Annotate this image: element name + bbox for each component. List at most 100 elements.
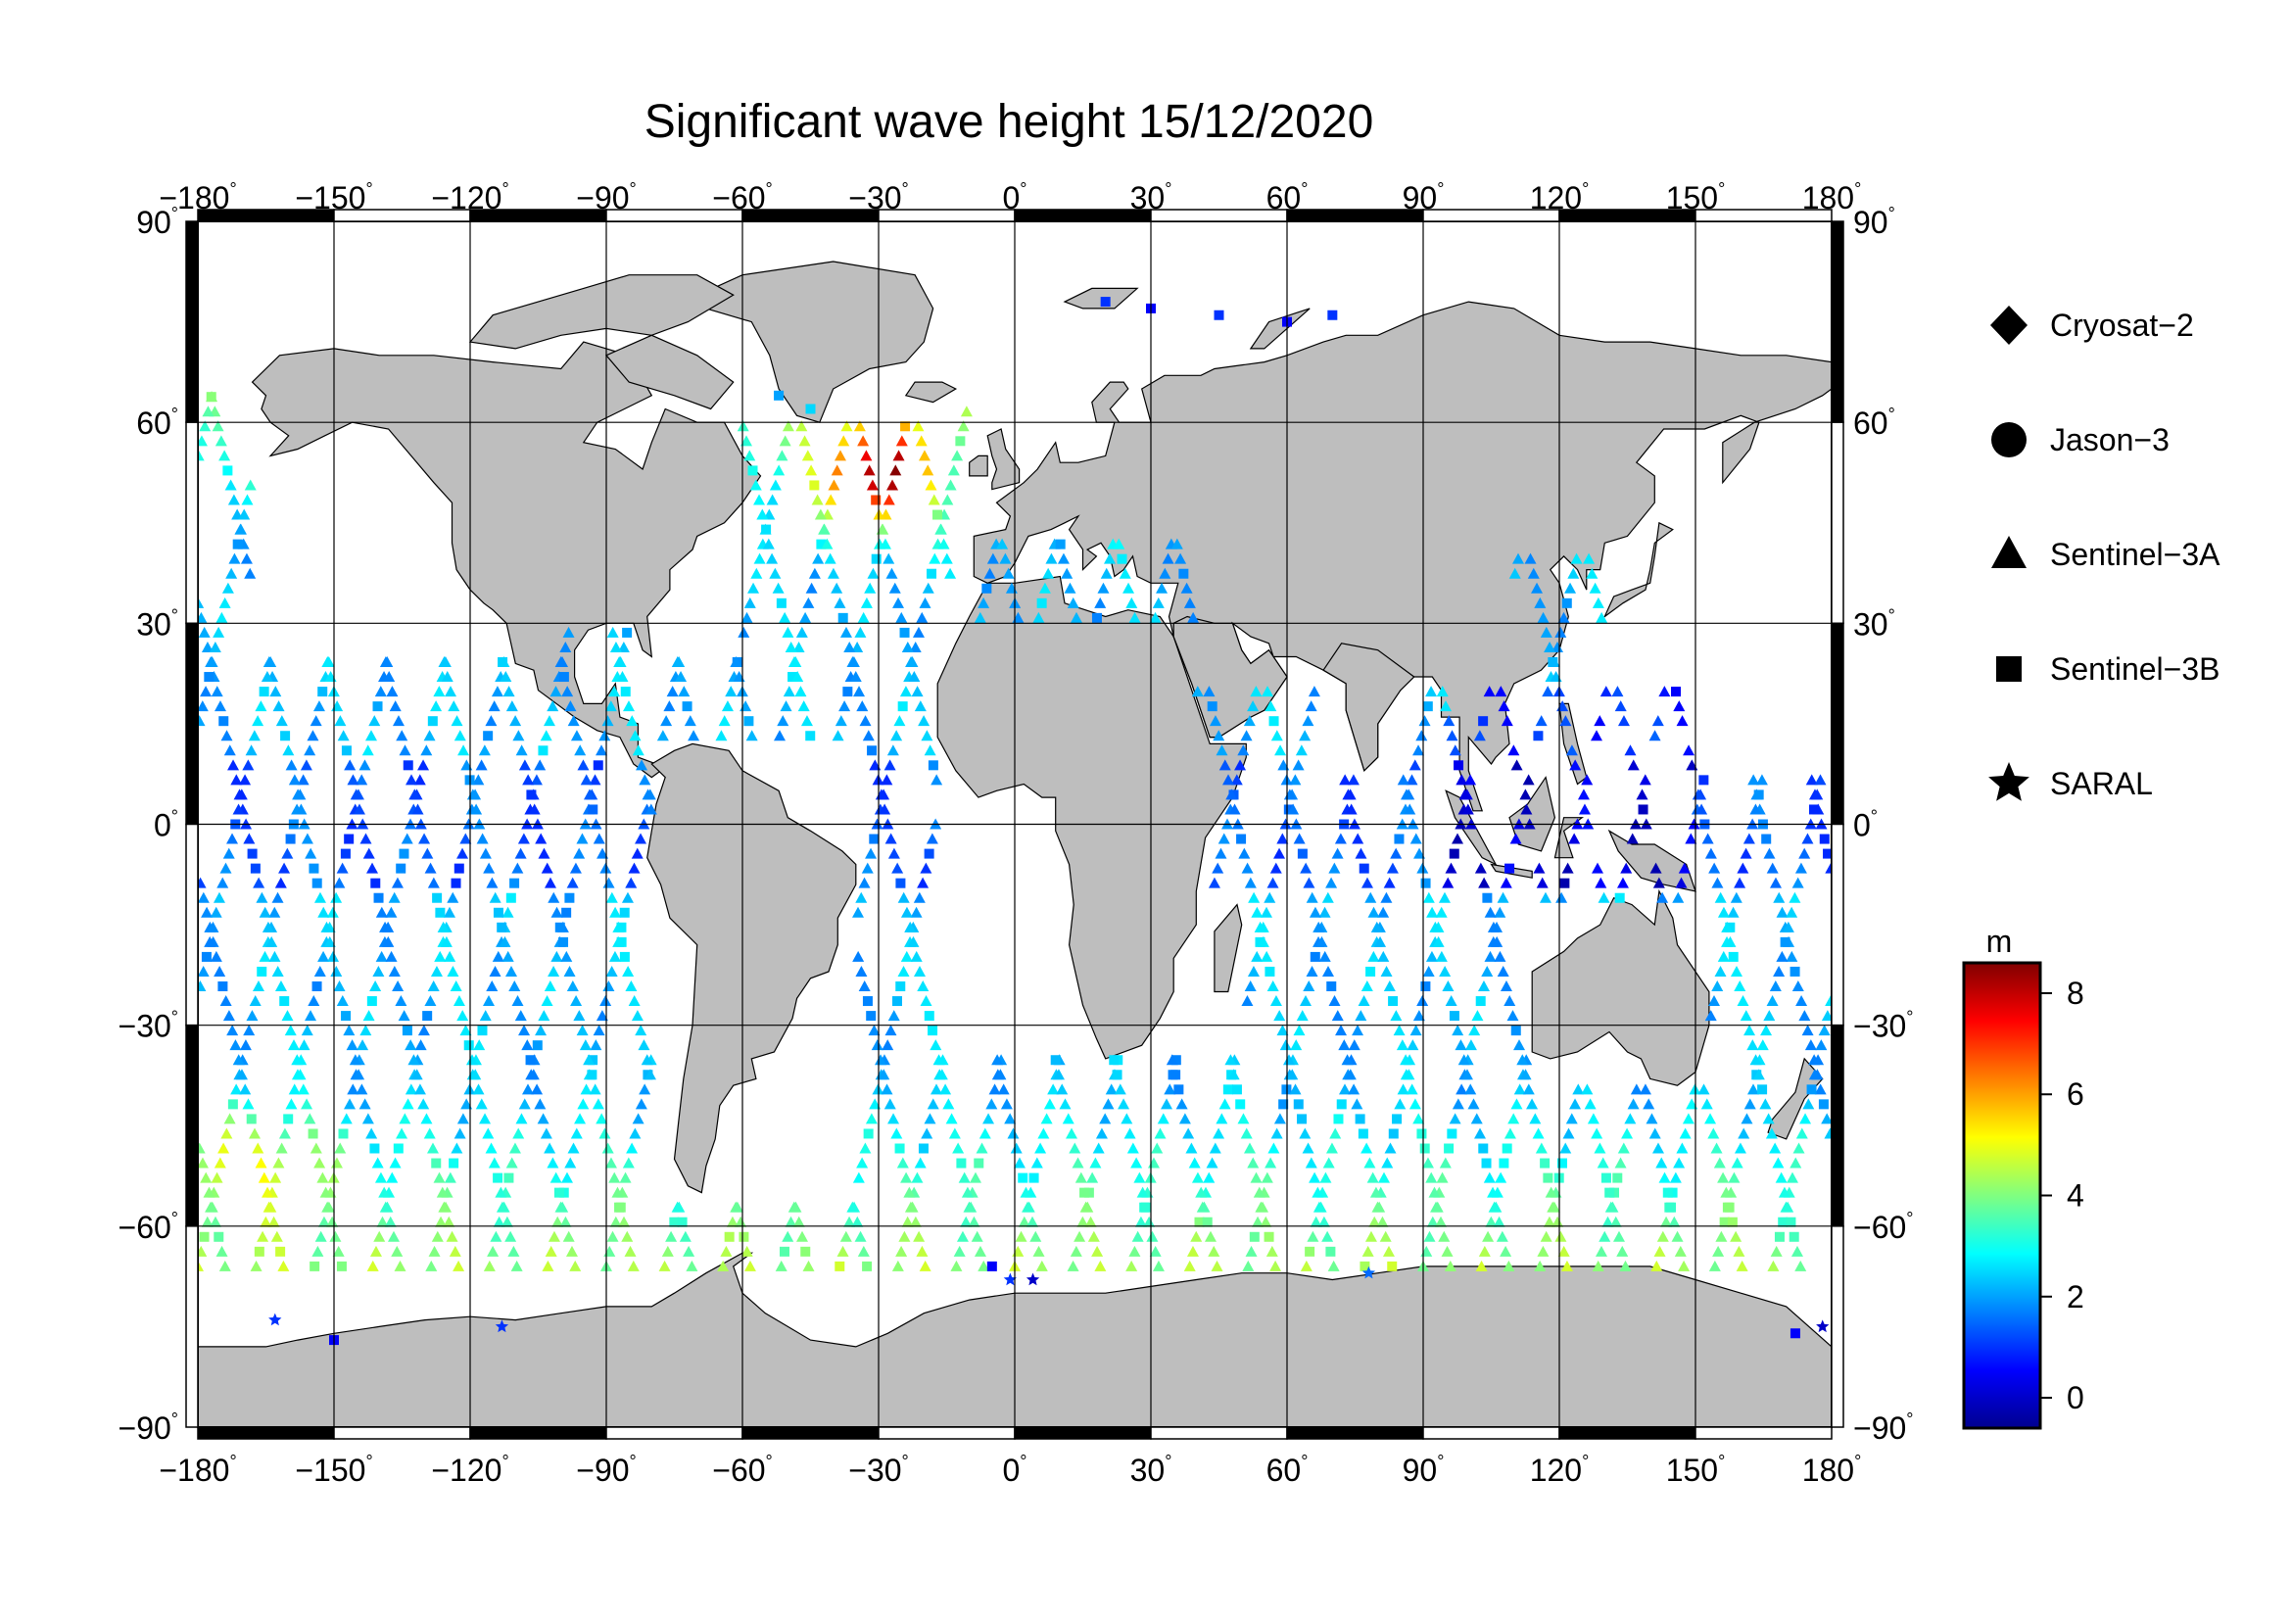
track-point (1638, 804, 1648, 815)
track-point (1741, 1113, 1753, 1124)
track-point (1270, 730, 1283, 741)
track-point (334, 1142, 347, 1154)
track-point (920, 995, 932, 1007)
track-point (1439, 1157, 1452, 1169)
track-point (270, 1230, 283, 1242)
track-point (747, 465, 758, 476)
track-point (1215, 847, 1227, 859)
track-point (999, 552, 1012, 564)
track-point (1118, 1098, 1130, 1110)
track-point (678, 686, 691, 697)
chart-title: Significant wave height 15/12/2020 (644, 96, 1374, 148)
track-point (396, 730, 408, 741)
track-point (756, 508, 769, 520)
track-point (918, 450, 931, 461)
track-point (735, 1216, 747, 1227)
track-point (978, 1260, 990, 1271)
track-point (1310, 1216, 1322, 1227)
track-point (312, 700, 325, 712)
track-point (917, 877, 930, 888)
track-point (1212, 862, 1224, 874)
track-point (576, 1025, 589, 1036)
track-point (1244, 877, 1257, 888)
track-point (1769, 980, 1782, 992)
track-point (1791, 980, 1804, 992)
track-point (1717, 950, 1730, 962)
track-point (577, 759, 590, 771)
track-point (369, 1245, 382, 1257)
track-point (632, 1113, 644, 1124)
track-point (1701, 833, 1714, 844)
track-point (1765, 1127, 1778, 1139)
colorbar-unit: m (1986, 924, 2013, 959)
track-point (1317, 1216, 1330, 1227)
track-point (1595, 1245, 1607, 1257)
track-point (1086, 1171, 1099, 1183)
track-point (1091, 612, 1102, 623)
track-point (958, 1171, 971, 1183)
track-point (821, 538, 834, 549)
latitude-tick-label: 0° (154, 807, 178, 843)
track-point (900, 421, 911, 432)
track-point (1595, 877, 1607, 888)
track-point (406, 774, 418, 786)
track-point (1498, 700, 1510, 712)
track-point (576, 833, 589, 844)
track-point (896, 1157, 909, 1169)
track-point (1421, 1157, 1434, 1169)
track-point (1567, 567, 1580, 579)
legend-label: Jason−3 (2050, 422, 2170, 457)
track-point (1312, 1186, 1324, 1198)
track-point (926, 833, 938, 844)
track-point (1313, 921, 1325, 932)
track-point (1818, 1025, 1831, 1036)
track-point (514, 1010, 527, 1022)
track-point (262, 921, 274, 932)
track-point (1400, 1054, 1412, 1066)
track-point (1373, 1201, 1386, 1213)
track-point (1507, 744, 1520, 756)
track-point (508, 980, 521, 992)
track-point (1510, 1098, 1523, 1110)
track-point (1673, 700, 1686, 712)
track-point (834, 450, 846, 461)
track-point (618, 1216, 631, 1227)
legend-item: Sentinel−3B (1996, 651, 2219, 687)
track-point (227, 759, 240, 771)
track-point (883, 759, 896, 771)
track-point (1504, 863, 1515, 874)
track-point (475, 759, 488, 771)
track-point (1560, 1260, 1573, 1271)
track-point (264, 655, 277, 667)
track-point (532, 1040, 543, 1051)
track-point (1717, 1171, 1730, 1183)
track-point (347, 774, 359, 786)
latitude-tick-label: 0° (1853, 807, 1878, 843)
track-point (1276, 1025, 1289, 1036)
track-point (895, 611, 908, 623)
track-point (1790, 966, 1800, 977)
track-point (1265, 1245, 1278, 1257)
track-point (250, 1260, 263, 1271)
track-point (493, 1172, 503, 1183)
track-point (453, 1127, 466, 1139)
track-point (1519, 788, 1532, 800)
track-point (347, 1083, 359, 1095)
track-point (300, 759, 312, 771)
track-point (1261, 1171, 1273, 1183)
track-point (785, 641, 797, 652)
track-point (1251, 906, 1264, 918)
track-point (1494, 950, 1506, 962)
track-point (1804, 1039, 1817, 1051)
track-point (745, 730, 758, 741)
track-point (1805, 774, 1818, 786)
track-point (427, 716, 438, 727)
colorbar-tick-label: 4 (2067, 1178, 2084, 1214)
track-point (629, 1127, 642, 1139)
track-point (1222, 774, 1235, 786)
track-point (656, 730, 669, 741)
track-point (924, 744, 936, 756)
track-point (1429, 921, 1442, 932)
track-point (386, 1171, 399, 1183)
track-point (894, 1143, 905, 1154)
